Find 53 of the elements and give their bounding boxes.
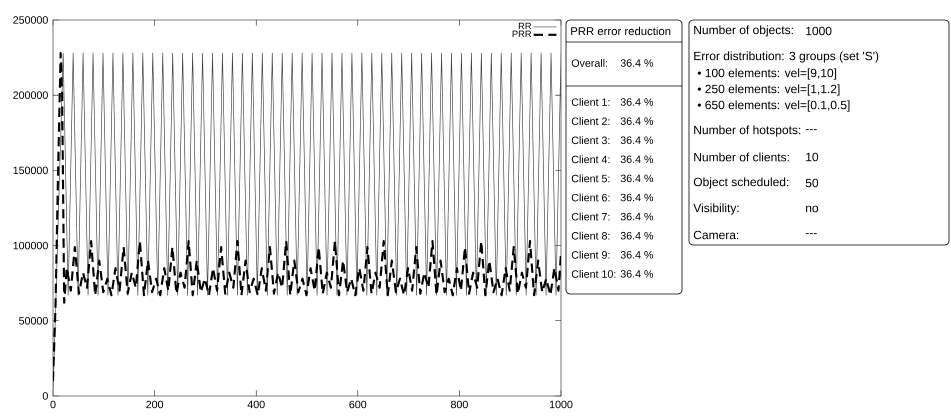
text: Client 2:: [572, 117, 610, 126]
text: Object scheduled:: [694, 177, 788, 189]
y-tick-label: 200000: [13, 91, 48, 99]
text: ---: [806, 233, 817, 234]
x-tick-label: 800: [450, 400, 468, 408]
y-tick-label: 0: [42, 392, 48, 400]
text: 36.4 %: [620, 136, 654, 144]
text: Client 6:: [572, 194, 610, 202]
text: Client 5:: [572, 174, 610, 182]
text: PRR error reduction: [571, 26, 670, 36]
text: 36.4 %: [620, 232, 654, 240]
text: Client 3:: [572, 136, 610, 144]
text: Overall:: [572, 59, 608, 67]
text: 50: [806, 178, 818, 188]
text: 36.4 %: [620, 117, 654, 125]
y-tick-label: 50000: [19, 317, 48, 325]
text: Client 10:: [572, 270, 616, 278]
text: Client 7:: [572, 212, 610, 221]
text: 36.4 %: [620, 270, 654, 278]
text: Client 4:: [572, 155, 610, 164]
text: 36.4 %: [620, 98, 654, 106]
text: Number of clients:: [694, 152, 789, 162]
text: 36.4 %: [620, 59, 654, 67]
text: Camera:: [694, 230, 738, 240]
text: 36.4 %: [620, 174, 654, 182]
text: Error distribution: 3 groups (set 'S'): [694, 51, 878, 63]
text: 36.4 %: [620, 212, 654, 220]
x-tick-label: 600: [349, 400, 366, 408]
text: 10: [806, 152, 818, 162]
text: 1000: [806, 26, 832, 36]
text: Number of hotspots:: [694, 125, 800, 137]
legend-label: RR: [518, 22, 532, 30]
text: no: [806, 206, 818, 212]
text: Number of objects:: [694, 25, 793, 37]
x-tick-label: 1000: [550, 400, 572, 408]
text: • 250 elements: vel=[1,1.2]: [698, 84, 840, 96]
text: Client 9:: [572, 250, 610, 259]
x-tick-label: 0: [50, 400, 56, 408]
text: Client 8:: [572, 232, 610, 240]
y-tick-label: 250000: [13, 16, 48, 24]
text: ---: [806, 129, 817, 130]
legend-label: PRR: [512, 30, 532, 38]
text: Client 1:: [572, 98, 610, 106]
text: • 100 elements: vel=[9,10]: [698, 68, 836, 80]
text: 36.4 %: [620, 156, 654, 164]
y-tick-label: 150000: [14, 166, 48, 174]
y-tick-label: 100000: [14, 242, 48, 250]
text: Visibility:: [693, 203, 739, 215]
text: 36.4 %: [620, 251, 654, 259]
x-tick-label: 400: [248, 400, 265, 408]
x-tick-label: 200: [146, 400, 164, 408]
text: 36.4 %: [620, 194, 654, 202]
text: • 650 elements: vel=[0.1,0.5]: [698, 100, 850, 112]
